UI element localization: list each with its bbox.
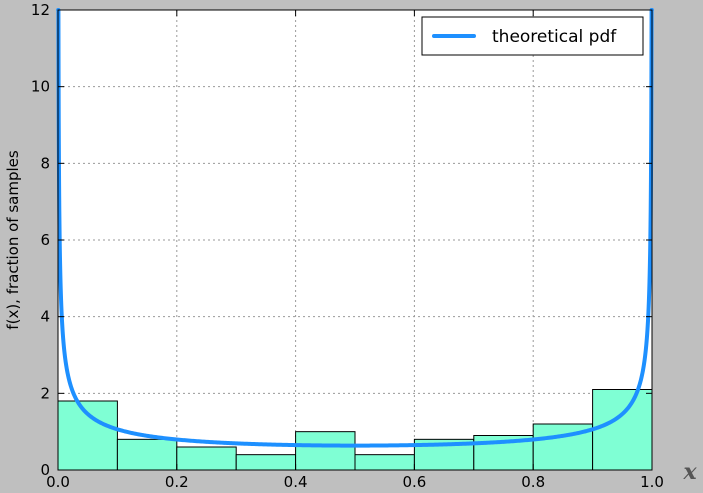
histogram-bar — [176, 446, 237, 471]
y-tick-label: 4 — [40, 308, 50, 326]
histogram-bar — [235, 454, 297, 471]
x-tick-labels: 0.0 0.2 0.4 0.6 0.8 1.0 — [46, 473, 664, 491]
x-tick-label: 1.0 — [640, 473, 664, 491]
histogram-bar — [116, 438, 178, 471]
legend-label: theoretical pdf — [492, 27, 617, 47]
histogram-bar — [295, 431, 356, 471]
y-tick-labels: 0 2 4 6 8 10 12 — [31, 1, 50, 479]
x-tick-label: 0.4 — [284, 473, 308, 491]
y-tick-label: 2 — [40, 384, 50, 402]
axis-ticks — [57, 9, 653, 471]
x-axis-label: x — [682, 459, 697, 485]
legend-box — [421, 16, 644, 56]
y-axis-label: f(x), fraction of samples — [4, 150, 22, 330]
histogram-bar — [354, 454, 415, 471]
x-tick-label: 0.0 — [46, 473, 70, 491]
y-tick-label: 0 — [40, 461, 50, 479]
x-tick-label: 0.2 — [165, 473, 189, 491]
y-tick-label: 8 — [40, 154, 50, 172]
x-tick-label: 0.6 — [402, 473, 426, 491]
x-tick-label: 0.8 — [521, 473, 545, 491]
theoretical-pdf-line — [56, 8, 654, 448]
y-tick-label: 12 — [31, 1, 50, 19]
legend: theoretical pdf — [421, 16, 644, 56]
histogram-bars — [57, 389, 653, 471]
y-tick-label: 10 — [31, 78, 50, 96]
histogram-bar — [592, 389, 653, 471]
y-tick-label: 6 — [40, 231, 50, 249]
